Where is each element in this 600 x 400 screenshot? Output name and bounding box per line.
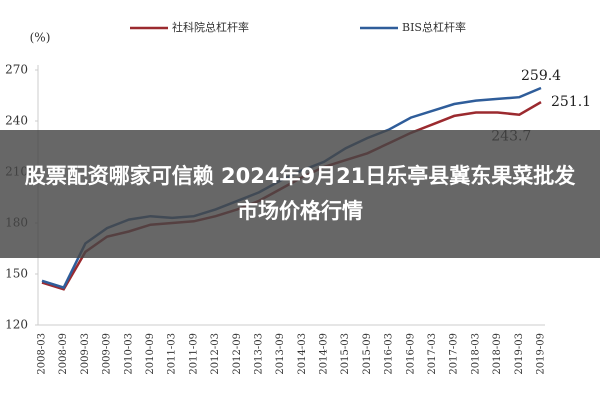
x-tick-label: 2013-03 bbox=[253, 333, 264, 375]
x-tick-label: 2013-09 bbox=[275, 333, 286, 375]
x-tick-label: 2018-09 bbox=[492, 333, 503, 375]
x-tick-label: 2015-09 bbox=[362, 333, 373, 375]
x-tick-label: 2019-09 bbox=[536, 333, 547, 375]
y-tick-label: 270 bbox=[5, 63, 28, 77]
y-tick-label: 150 bbox=[5, 267, 28, 281]
banner: 股票配资哪家可信赖 2024年9月21日乐亭县冀东果菜批发市场价格行情 bbox=[0, 130, 600, 258]
x-tick-label: 2019-03 bbox=[514, 333, 525, 375]
x-tick-label: 2010-03 bbox=[123, 333, 134, 375]
x-tick-label: 2011-09 bbox=[188, 333, 199, 375]
unit-label: (%) bbox=[30, 31, 51, 45]
x-tick-label: 2011-03 bbox=[167, 333, 178, 375]
x-tick-label: 2016-03 bbox=[384, 333, 395, 375]
x-tick-label: 2017-09 bbox=[449, 333, 460, 375]
x-tick-label: 2018-03 bbox=[470, 333, 481, 375]
banner-text: 股票配资哪家可信赖 2024年9月21日乐亭县冀东果菜批发市场价格行情 bbox=[24, 164, 576, 223]
x-tick-label: 2014-09 bbox=[319, 333, 330, 375]
x-tick-label: 2017-03 bbox=[427, 333, 438, 375]
legend-label: 社科院总杠杆率 bbox=[172, 20, 249, 34]
x-tick-label: 2008-03 bbox=[37, 333, 48, 375]
y-tick-label: 120 bbox=[5, 318, 28, 332]
y-tick-label: 240 bbox=[5, 114, 28, 128]
x-tick-label: 2014-03 bbox=[297, 333, 308, 375]
x-tick-label: 2015-03 bbox=[340, 333, 351, 375]
x-tick-label: 2010-09 bbox=[145, 333, 156, 375]
data-label: 251.1 bbox=[551, 94, 591, 110]
x-tick-label: 2009-03 bbox=[80, 333, 91, 375]
x-tick-label: 2008-09 bbox=[58, 333, 69, 375]
x-tick-label: 2016-09 bbox=[405, 333, 416, 375]
data-label: 259.4 bbox=[521, 68, 561, 84]
legend-label: BIS总杠杆率 bbox=[402, 20, 466, 34]
x-tick-label: 2012-09 bbox=[232, 333, 243, 375]
x-tick-label: 2009-09 bbox=[102, 333, 113, 375]
x-tick-label: 2012-03 bbox=[210, 333, 221, 375]
